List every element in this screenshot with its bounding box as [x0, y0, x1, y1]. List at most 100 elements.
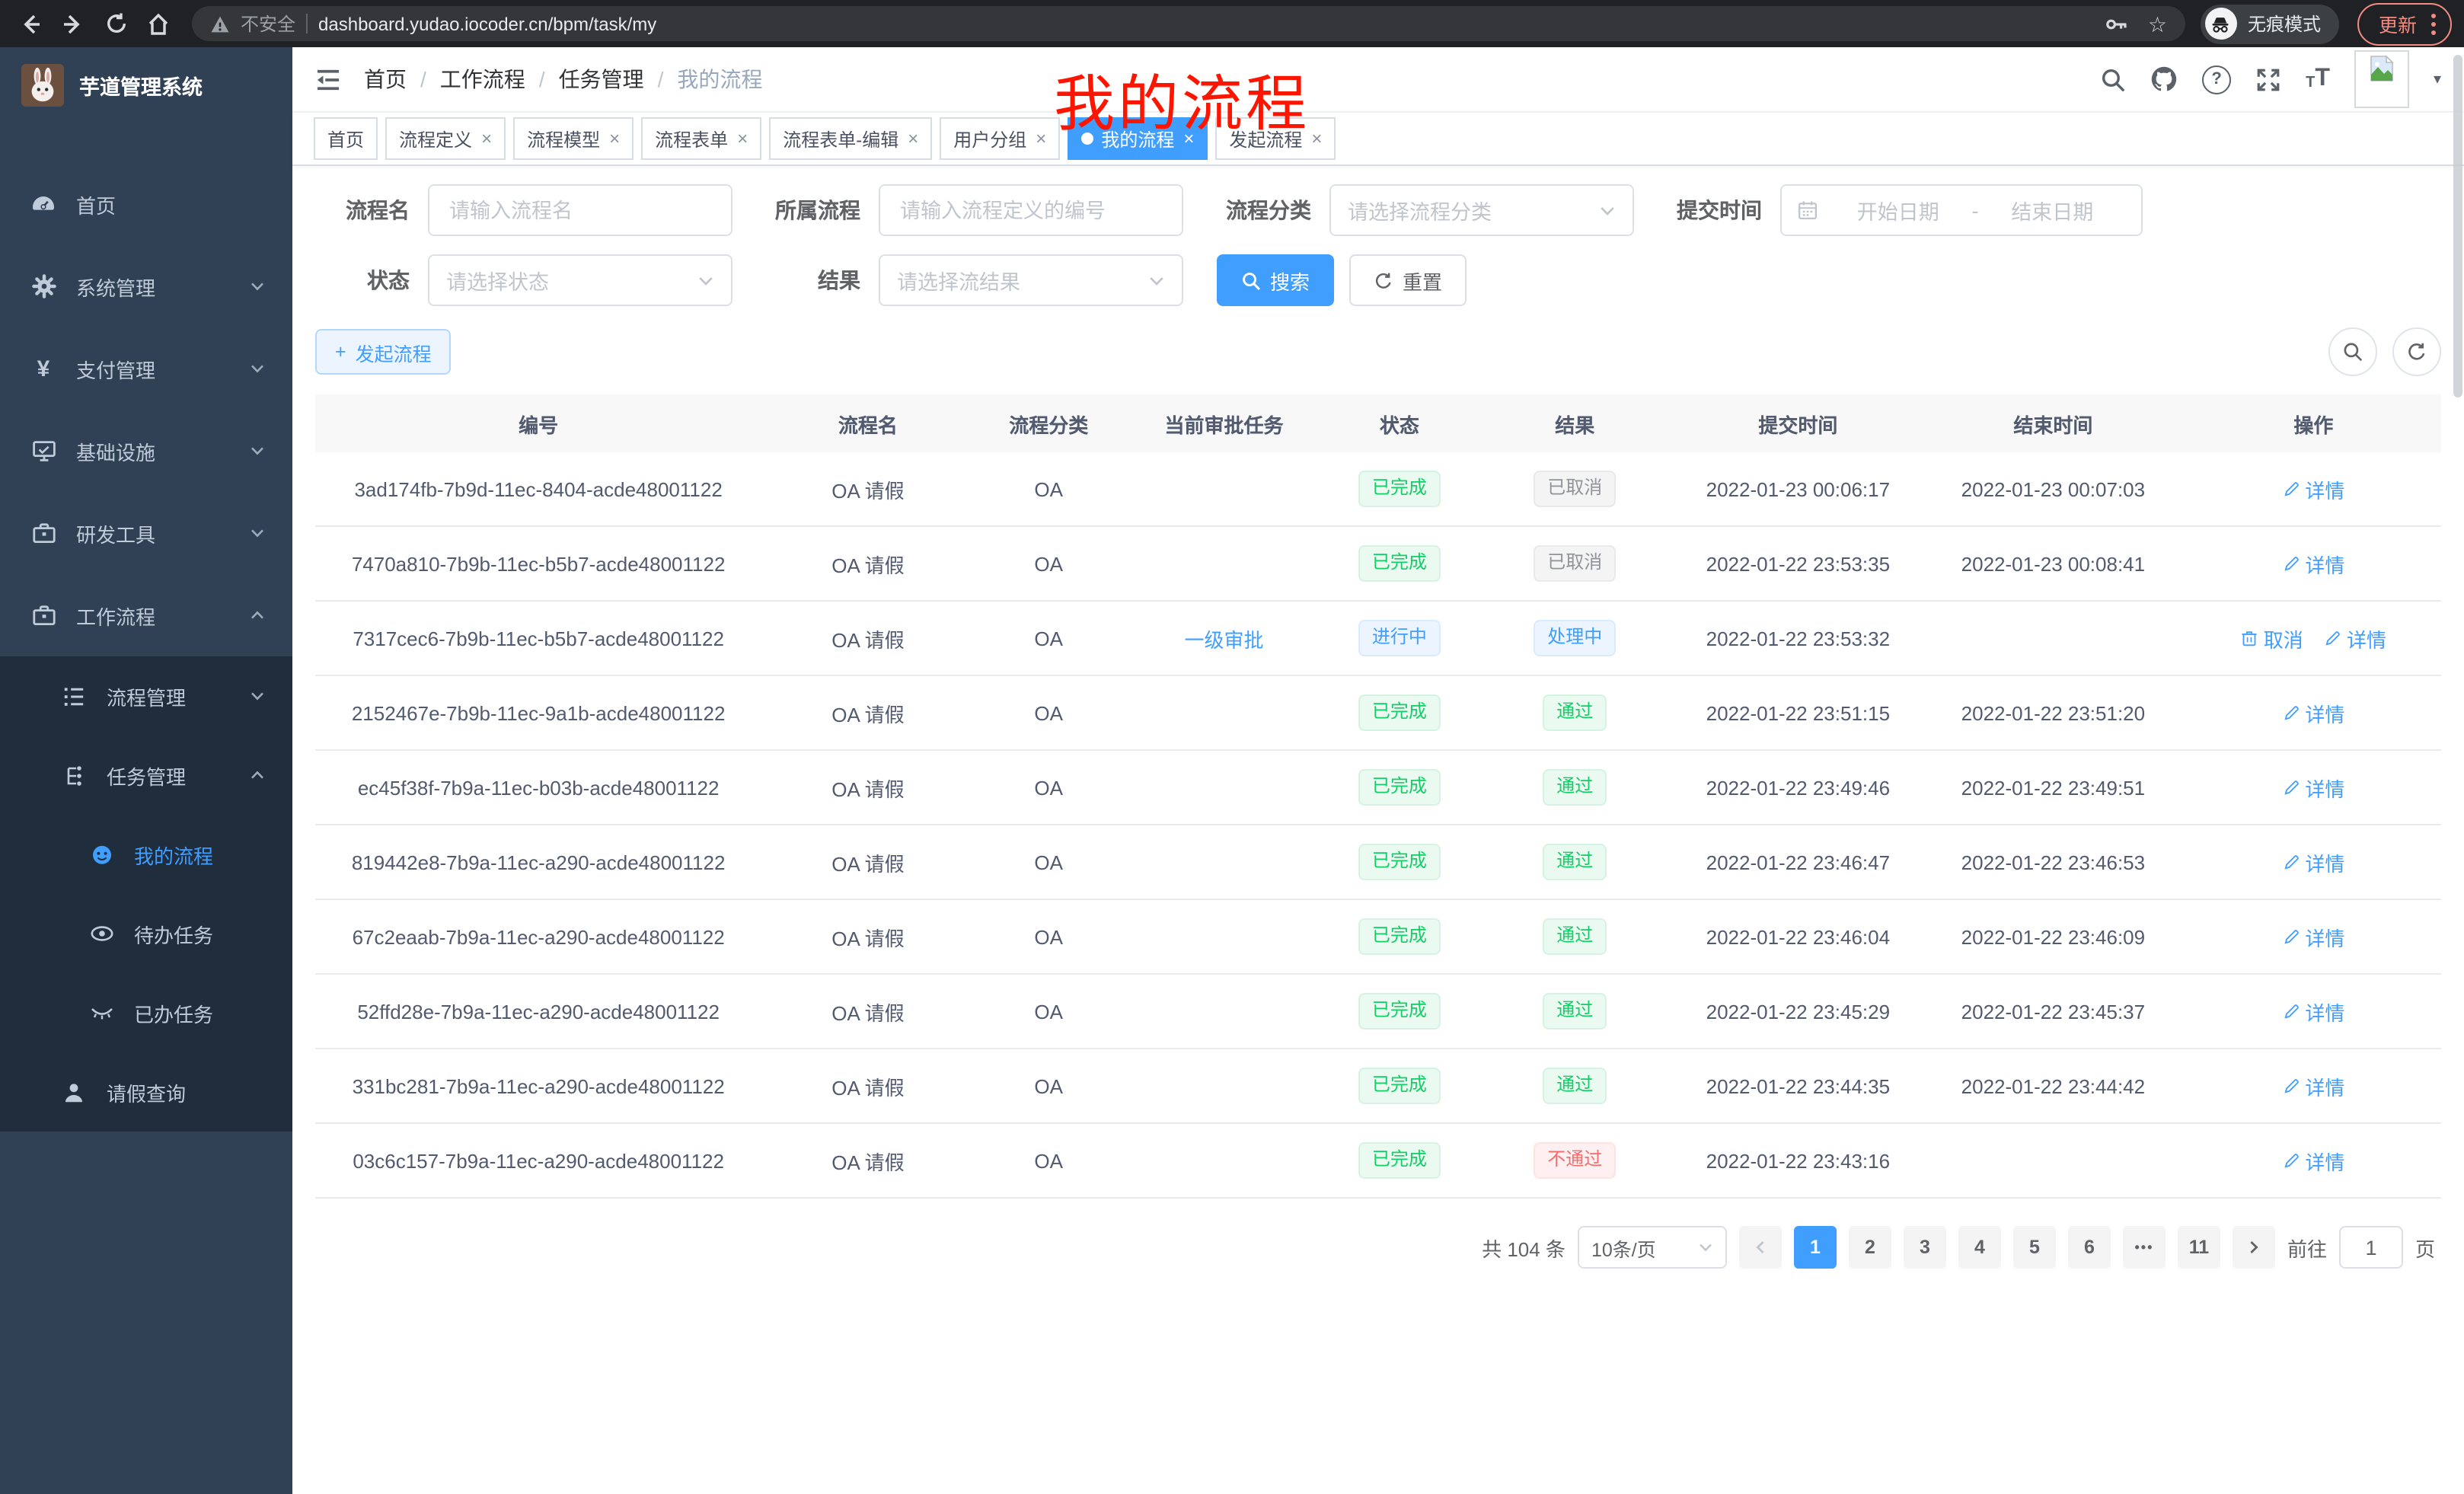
detail-link[interactable]: 详情: [2282, 773, 2344, 802]
chevron-down-icon: [250, 361, 265, 376]
fullscreen-icon[interactable]: [2255, 66, 2281, 92]
tab-home[interactable]: 首页: [314, 117, 378, 160]
home-icon[interactable]: [140, 5, 177, 42]
detail-link[interactable]: 详情: [2324, 624, 2386, 653]
edit-icon: [2325, 631, 2340, 646]
cancel-link[interactable]: 取消: [2241, 624, 2303, 653]
result-label: 结果: [818, 268, 860, 292]
detail-link[interactable]: 详情: [2282, 1146, 2344, 1175]
back-icon[interactable]: [12, 5, 49, 42]
detail-link[interactable]: 详情: [2282, 1071, 2344, 1100]
hamburger-icon[interactable]: [315, 68, 341, 91]
detail-link[interactable]: 详情: [2282, 549, 2344, 578]
page-button-1[interactable]: 1: [1793, 1226, 1837, 1269]
sidebar-item-payment[interactable]: ¥ 支付管理: [0, 327, 292, 410]
forward-icon[interactable]: [55, 5, 91, 42]
result-select[interactable]: 请选择流结果: [879, 254, 1183, 306]
end-date-placeholder[interactable]: 结束日期: [2011, 201, 2094, 224]
sidebar-item-process-management[interactable]: 流程管理: [0, 656, 292, 736]
active-dot: [1081, 132, 1094, 145]
reset-button[interactable]: 重置: [1349, 254, 1467, 306]
page-button-6[interactable]: 6: [2067, 1226, 2111, 1269]
status-select[interactable]: 请选择状态: [428, 254, 732, 306]
close-icon[interactable]: ×: [1311, 128, 1323, 149]
sidebar-item-my-processes[interactable]: 我的流程: [0, 815, 292, 894]
detail-link[interactable]: 详情: [2282, 698, 2344, 727]
detail-link[interactable]: 详情: [2282, 922, 2344, 951]
submit-time-range-picker[interactable]: 开始日期 - 结束日期: [1780, 184, 2143, 236]
cell-id: 331bc281-7b9a-11ec-a290-acde48001122: [352, 1074, 725, 1097]
tab-my-processes[interactable]: 我的流程 ×: [1068, 117, 1208, 160]
close-icon[interactable]: ×: [1183, 128, 1195, 149]
next-page-button[interactable]: [2232, 1226, 2275, 1269]
key-icon[interactable]: [2105, 13, 2130, 34]
close-icon[interactable]: ×: [737, 128, 748, 149]
tab-process-definition[interactable]: 流程定义 ×: [385, 117, 506, 160]
process-name-input[interactable]: [428, 184, 732, 236]
breadcrumb: 首页 / 工作流程 / 任务管理 / 我的流程: [364, 64, 762, 94]
tab-process-model[interactable]: 流程模型 ×: [513, 117, 634, 160]
page-button-5[interactable]: 5: [2012, 1226, 2056, 1269]
detail-link[interactable]: 详情: [2282, 848, 2344, 876]
more-pages-button[interactable]: •••: [2122, 1226, 2166, 1269]
reload-icon[interactable]: [97, 5, 134, 42]
sidebar-item-system[interactable]: 系统管理: [0, 245, 292, 327]
close-icon[interactable]: ×: [609, 128, 621, 149]
close-icon[interactable]: ×: [1036, 128, 1047, 149]
refresh-button[interactable]: [2392, 327, 2441, 376]
start-date-placeholder[interactable]: 开始日期: [1856, 201, 1939, 224]
sidebar-item-infrastructure[interactable]: 基础设施: [0, 410, 292, 492]
tab-process-form[interactable]: 流程表单 ×: [641, 117, 762, 160]
page-button-4[interactable]: 4: [1958, 1226, 2001, 1269]
page-scrollbar[interactable]: [2453, 55, 2462, 397]
close-icon[interactable]: ×: [908, 128, 919, 149]
sidebar-item-devtools[interactable]: 研发工具: [0, 492, 292, 574]
close-icon[interactable]: ×: [481, 128, 493, 149]
caret-down-icon[interactable]: ▾: [2433, 71, 2441, 88]
update-button[interactable]: 更新: [2357, 2, 2452, 45]
tags-view: 首页 流程定义 × 流程模型 × 流程表单 × 流程表单-编辑 ×: [292, 113, 2464, 166]
search-icon[interactable]: [2100, 66, 2126, 92]
owner-process-input[interactable]: [879, 184, 1183, 236]
address-bar[interactable]: 不安全 dashboard.yudao.iocoder.cn/bpm/task/…: [192, 6, 2185, 41]
search-button[interactable]: 搜索: [1217, 254, 1335, 306]
page-button-last[interactable]: 11: [2177, 1226, 2220, 1269]
create-process-button[interactable]: + 发起流程: [315, 329, 452, 375]
status-label: 状态: [367, 268, 410, 292]
github-icon[interactable]: [2150, 65, 2178, 93]
page-button-2[interactable]: 2: [1848, 1226, 1891, 1269]
help-icon[interactable]: ?: [2202, 65, 2232, 94]
sidebar-item-done-tasks[interactable]: 已办任务: [0, 973, 292, 1052]
prev-page-button[interactable]: [1738, 1226, 1782, 1269]
sidebar-item-leave-query[interactable]: 请假查询: [0, 1052, 292, 1132]
breadcrumb-home[interactable]: 首页: [364, 67, 407, 91]
page-size-select[interactable]: 10条/页: [1577, 1226, 1727, 1269]
sidebar-item-home[interactable]: 首页: [0, 163, 292, 245]
avatar[interactable]: [2354, 50, 2409, 108]
breadcrumb-workflow[interactable]: 工作流程: [439, 67, 525, 91]
user-icon: [61, 1081, 87, 1103]
chevron-down-icon: [250, 279, 265, 294]
detail-link[interactable]: 详情: [2282, 474, 2344, 503]
sidebar-item-task-management[interactable]: 任务管理: [0, 736, 292, 815]
tab-process-form-edit[interactable]: 流程表单-编辑 ×: [769, 117, 933, 160]
status-badge: 已完成: [1358, 918, 1441, 955]
task-link[interactable]: 一级审批: [1184, 628, 1264, 651]
breadcrumb-task-management[interactable]: 任务管理: [558, 67, 644, 91]
page-header: 首页 / 工作流程 / 任务管理 / 我的流程 ?: [292, 47, 2464, 113]
app-logo-row[interactable]: 芋道管理系统: [0, 47, 292, 123]
tab-user-group[interactable]: 用户分组 ×: [940, 117, 1061, 160]
cell-id: ec45f38f-7b9a-11ec-b03b-acde48001122: [357, 776, 720, 799]
category-select[interactable]: 请选择流程分类: [1329, 184, 1634, 236]
bookmark-star-icon[interactable]: ☆: [2147, 11, 2167, 36]
sidebar-item-todo-tasks[interactable]: 待办任务: [0, 894, 292, 973]
sidebar-item-workflow[interactable]: 工作流程: [0, 574, 292, 656]
page-button-3[interactable]: 3: [1903, 1226, 1946, 1269]
cell-id: 03c6c157-7b9a-11ec-a290-acde48001122: [353, 1149, 724, 1172]
goto-page-input[interactable]: [2338, 1226, 2403, 1269]
breadcrumb-current: 我的流程: [677, 67, 763, 91]
detail-link[interactable]: 详情: [2282, 997, 2344, 1026]
tab-start-process[interactable]: 发起流程 ×: [1215, 117, 1336, 160]
toggle-search-button[interactable]: [2328, 327, 2377, 376]
